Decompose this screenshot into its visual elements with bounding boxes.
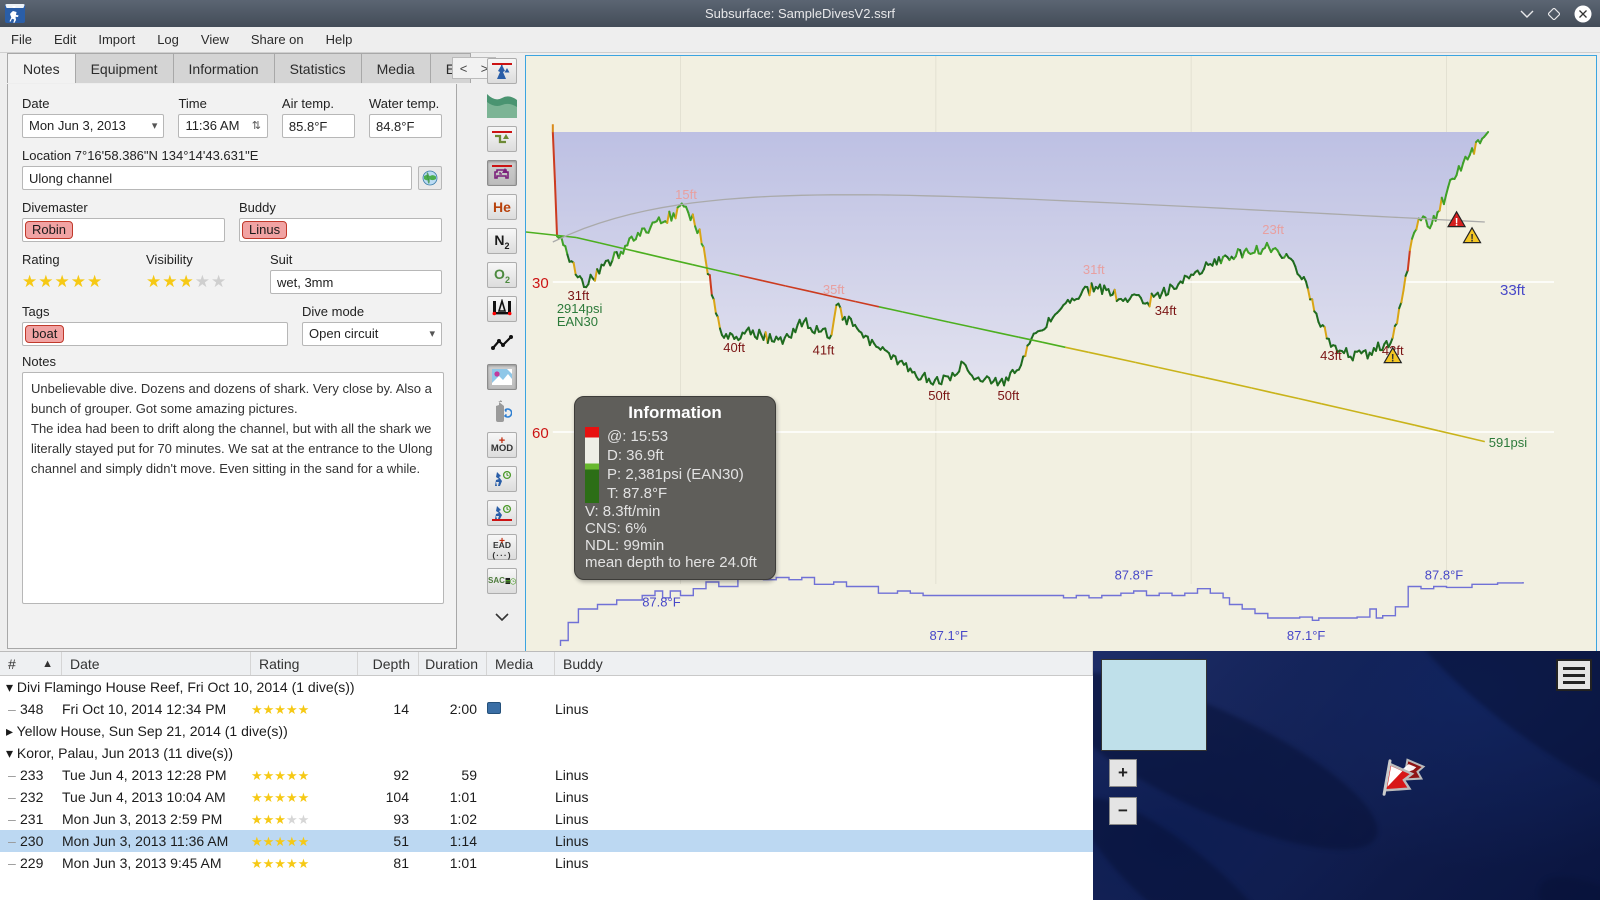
svg-text:50ft: 50ft bbox=[998, 388, 1020, 403]
svg-text:15ft: 15ft bbox=[675, 187, 697, 202]
svg-text:31ft: 31ft bbox=[1083, 262, 1105, 277]
svg-text:34ft: 34ft bbox=[1155, 303, 1177, 318]
svg-text:87.1°F: 87.1°F bbox=[929, 628, 968, 643]
svg-text:60: 60 bbox=[532, 425, 549, 442]
svg-text:40ft: 40ft bbox=[723, 340, 745, 355]
svg-text:87.8°F: 87.8°F bbox=[642, 595, 681, 610]
svg-text:591psi: 591psi bbox=[1489, 435, 1527, 450]
svg-text:41ft: 41ft bbox=[813, 343, 835, 358]
svg-text:43ft: 43ft bbox=[1320, 348, 1342, 363]
svg-text:87.8°F: 87.8°F bbox=[1425, 568, 1464, 583]
svg-text:!: ! bbox=[1455, 216, 1459, 228]
svg-text:87.8°F: 87.8°F bbox=[1115, 568, 1154, 583]
svg-text:35ft: 35ft bbox=[823, 282, 845, 297]
svg-text:!: ! bbox=[1470, 232, 1474, 244]
svg-text:87.1°F: 87.1°F bbox=[1287, 628, 1326, 643]
svg-text:23ft: 23ft bbox=[1262, 222, 1284, 237]
svg-text:50ft: 50ft bbox=[928, 388, 950, 403]
svg-text:!: ! bbox=[1391, 352, 1395, 364]
svg-text:30: 30 bbox=[532, 275, 549, 292]
svg-text:EAN30: EAN30 bbox=[557, 314, 598, 329]
svg-text:33ft: 33ft bbox=[1500, 282, 1526, 299]
